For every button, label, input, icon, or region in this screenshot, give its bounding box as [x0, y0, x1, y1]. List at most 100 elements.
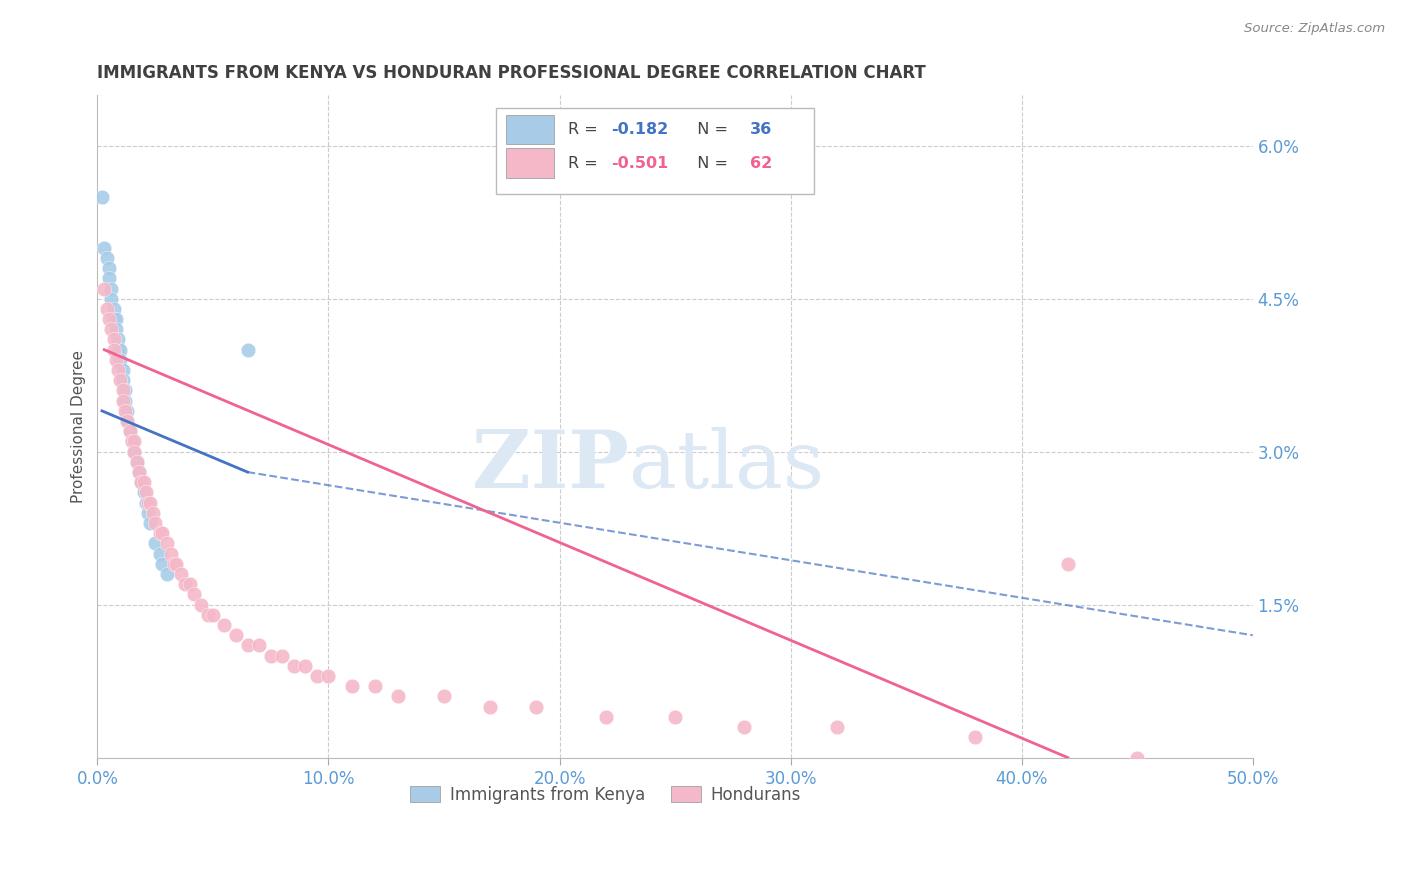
Y-axis label: Professional Degree: Professional Degree [72, 350, 86, 503]
Point [225, 628, 247, 642]
Point [160, 547, 183, 561]
Point [247, 639, 270, 653]
Point [156, 567, 179, 582]
Point [129, 475, 152, 490]
Point [135, 496, 157, 510]
FancyBboxPatch shape [506, 148, 554, 178]
Point [139, 516, 162, 530]
Point [118, 425, 141, 439]
Text: R =: R = [568, 122, 603, 137]
Point [114, 393, 136, 408]
Point [190, 598, 212, 612]
Point [103, 301, 125, 316]
Point [136, 496, 159, 510]
Point [103, 343, 125, 357]
Point [149, 526, 172, 541]
Point [96, 301, 118, 316]
Text: IMMIGRANTS FROM KENYA VS HONDURAN PROFESSIONAL DEGREE CORRELATION CHART: IMMIGRANTS FROM KENYA VS HONDURAN PROFES… [97, 64, 927, 82]
Point [156, 536, 179, 550]
Point [103, 333, 125, 347]
Point [526, 699, 548, 714]
Point [100, 281, 122, 295]
Point [125, 455, 148, 469]
Point [103, 312, 125, 326]
Point [104, 352, 127, 367]
Text: atlas: atlas [628, 427, 824, 505]
Point [271, 648, 294, 663]
Point [664, 710, 686, 724]
Point [143, 516, 166, 530]
Point [214, 618, 236, 632]
Point [363, 679, 385, 693]
Point [93, 241, 115, 255]
Point [283, 658, 305, 673]
Point [104, 312, 127, 326]
Point [110, 352, 132, 367]
Point [135, 485, 157, 500]
Point [965, 731, 987, 745]
Text: -0.501: -0.501 [612, 155, 669, 170]
Point [143, 536, 166, 550]
Point [107, 333, 129, 347]
Point [305, 669, 328, 683]
Point [1057, 557, 1080, 571]
Point [117, 414, 139, 428]
Point [97, 271, 120, 285]
Point [197, 607, 219, 622]
Point [150, 557, 173, 571]
Point [100, 292, 122, 306]
Point [129, 475, 152, 490]
Text: N =: N = [686, 122, 733, 137]
Point [825, 720, 848, 734]
Text: R =: R = [568, 155, 603, 170]
Point [100, 322, 122, 336]
Point [110, 373, 132, 387]
Point [118, 425, 141, 439]
Point [114, 384, 136, 398]
Point [595, 710, 617, 724]
Point [111, 373, 134, 387]
Point [340, 679, 363, 693]
Point [132, 475, 155, 490]
Point [121, 434, 143, 449]
Point [121, 434, 143, 449]
Point [124, 444, 146, 458]
Point [201, 607, 224, 622]
Point [93, 281, 115, 295]
Point [111, 384, 134, 398]
Point [174, 577, 197, 591]
Point [733, 720, 755, 734]
Point [294, 658, 316, 673]
Point [96, 251, 118, 265]
Text: Source: ZipAtlas.com: Source: ZipAtlas.com [1244, 22, 1385, 36]
Point [183, 587, 205, 601]
Text: -0.182: -0.182 [612, 122, 669, 137]
Point [479, 699, 502, 714]
Point [111, 393, 134, 408]
Point [124, 434, 146, 449]
Text: N =: N = [686, 155, 733, 170]
Point [169, 567, 191, 582]
Text: 62: 62 [751, 155, 772, 170]
Point [387, 690, 409, 704]
Point [179, 577, 201, 591]
Legend: Immigrants from Kenya, Hondurans: Immigrants from Kenya, Hondurans [402, 778, 810, 813]
Point [433, 690, 456, 704]
Point [128, 465, 150, 479]
Point [162, 557, 184, 571]
Point [318, 669, 340, 683]
Point [117, 414, 139, 428]
Point [104, 322, 127, 336]
Text: 36: 36 [751, 122, 772, 137]
Point [111, 363, 134, 377]
Point [260, 648, 283, 663]
Point [117, 404, 139, 418]
Point [165, 557, 187, 571]
FancyBboxPatch shape [496, 108, 814, 194]
Point [125, 455, 148, 469]
Point [150, 526, 173, 541]
Point [139, 496, 162, 510]
Point [236, 639, 259, 653]
Point [97, 312, 120, 326]
Point [142, 506, 165, 520]
